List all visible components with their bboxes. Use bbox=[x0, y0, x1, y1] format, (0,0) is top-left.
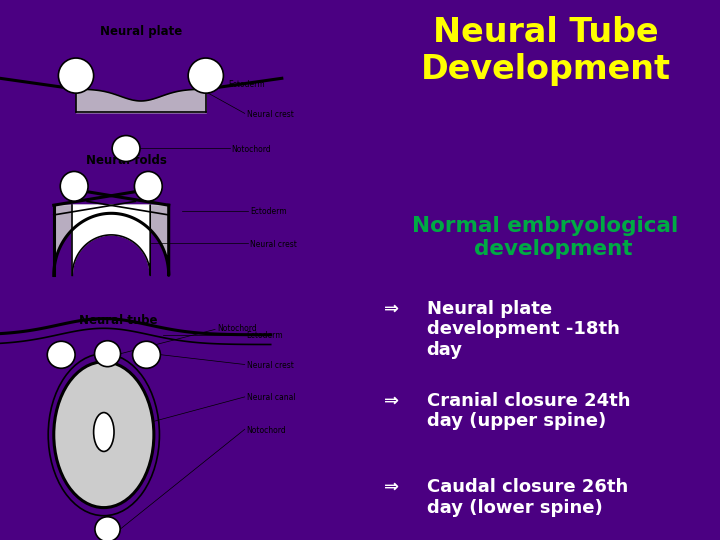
Text: Neural crest: Neural crest bbox=[246, 361, 294, 370]
Ellipse shape bbox=[94, 413, 114, 451]
Text: Neural folds: Neural folds bbox=[86, 154, 166, 167]
Ellipse shape bbox=[132, 341, 161, 368]
Text: Neural Tube
Development: Neural Tube Development bbox=[420, 16, 670, 86]
Text: Caudal closure 26th
day (lower spine): Caudal closure 26th day (lower spine) bbox=[427, 478, 628, 517]
Text: Neural crest: Neural crest bbox=[246, 110, 294, 119]
Text: Neural crest: Neural crest bbox=[251, 240, 297, 248]
Text: Neural plate: Neural plate bbox=[100, 25, 182, 38]
Ellipse shape bbox=[188, 58, 223, 93]
Polygon shape bbox=[54, 205, 168, 275]
Ellipse shape bbox=[60, 172, 88, 201]
Ellipse shape bbox=[48, 341, 75, 368]
Text: Ectoderm: Ectoderm bbox=[251, 207, 287, 216]
Text: ⇒: ⇒ bbox=[384, 392, 400, 409]
Ellipse shape bbox=[112, 136, 140, 161]
Text: Cranial closure 24th
day (upper spine): Cranial closure 24th day (upper spine) bbox=[427, 392, 630, 430]
Ellipse shape bbox=[58, 58, 94, 93]
Ellipse shape bbox=[94, 341, 120, 367]
Text: Neural plate
development -18th
day: Neural plate development -18th day bbox=[427, 300, 619, 359]
Text: Normal embryological
  development: Normal embryological development bbox=[413, 216, 678, 259]
Text: ⇒: ⇒ bbox=[384, 478, 400, 496]
Circle shape bbox=[54, 362, 154, 508]
Ellipse shape bbox=[95, 517, 120, 540]
Text: Notochord: Notochord bbox=[246, 426, 287, 435]
Text: Ectoderm: Ectoderm bbox=[228, 80, 265, 89]
Text: Notochord: Notochord bbox=[232, 145, 271, 154]
Polygon shape bbox=[72, 205, 150, 275]
Ellipse shape bbox=[135, 172, 162, 201]
Text: ⇒: ⇒ bbox=[384, 300, 400, 318]
Text: Ectoderm: Ectoderm bbox=[246, 332, 283, 340]
Text: Notochord: Notochord bbox=[217, 324, 256, 333]
Text: Neural canal: Neural canal bbox=[246, 394, 295, 402]
Text: Neural tube: Neural tube bbox=[79, 314, 158, 327]
